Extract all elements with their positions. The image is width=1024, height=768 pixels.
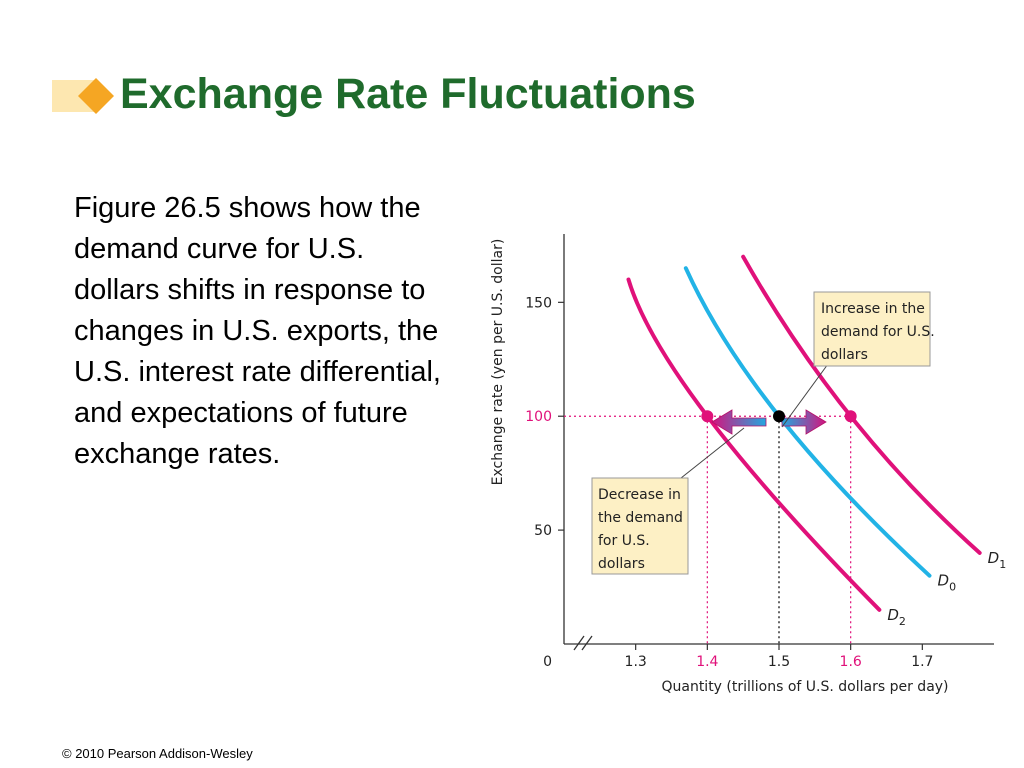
curve-label-d1: D1 [988, 549, 1006, 571]
decrease-callout: Decrease in the demand for U.S. dollars [591, 427, 745, 575]
title-diamond-icon [52, 78, 114, 114]
x-tick-label: 1.6 [840, 654, 862, 670]
y-axis-title: Exchange rate (yen per U.S. dollar) [490, 239, 506, 486]
y-tick-label: 150 [525, 295, 552, 311]
axis-break-mark [573, 635, 593, 651]
equilibrium-point-1.4 [701, 410, 714, 423]
y-tick-label: 50 [534, 523, 552, 539]
x-tick-label: 1.5 [768, 654, 790, 670]
demand-shift-chart: Exchange rate (yen per U.S. dollar) 1.3 1… [490, 234, 1006, 695]
increase-callout: Increase in the demand for U.S. dollars [781, 291, 935, 428]
decrease-arrow [711, 409, 767, 435]
slide-title: Exchange Rate Fluctuations [120, 70, 696, 118]
x-tick-label: 1.3 [625, 654, 647, 670]
curve-label-d2: D2 [887, 606, 906, 628]
x-tick-label: 1.7 [911, 654, 933, 670]
equilibrium-point-1.5 [773, 410, 785, 423]
copyright-footer: © 2010 Pearson Addison-Wesley [62, 746, 253, 761]
equilibrium-point-1.6 [844, 410, 857, 423]
increase-arrow [781, 409, 827, 435]
y-tick-label: 100 [525, 409, 552, 425]
origin-label: 0 [543, 654, 552, 670]
curve-label-d0: D0 [938, 572, 957, 594]
body-paragraph: Figure 26.5 shows how the demand curve f… [74, 192, 441, 470]
x-tick-label: 1.4 [696, 654, 718, 670]
x-axis-title: Quantity (trillions of U.S. dollars per … [661, 679, 948, 695]
